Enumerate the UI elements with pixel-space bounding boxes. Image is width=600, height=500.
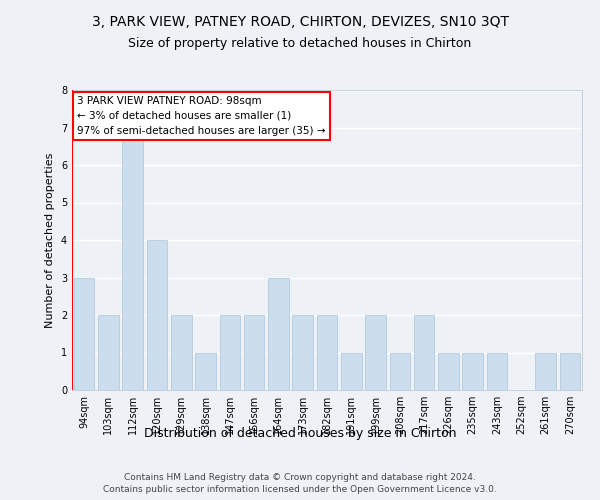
Bar bbox=[365, 315, 386, 390]
Bar bbox=[74, 278, 94, 390]
Bar bbox=[195, 352, 216, 390]
Bar bbox=[268, 278, 289, 390]
Bar bbox=[535, 352, 556, 390]
Bar bbox=[171, 315, 191, 390]
Text: 3 PARK VIEW PATNEY ROAD: 98sqm
← 3% of detached houses are smaller (1)
97% of se: 3 PARK VIEW PATNEY ROAD: 98sqm ← 3% of d… bbox=[77, 96, 326, 136]
Bar bbox=[244, 315, 265, 390]
Y-axis label: Number of detached properties: Number of detached properties bbox=[46, 152, 55, 328]
Bar bbox=[122, 128, 143, 390]
Bar bbox=[414, 315, 434, 390]
Text: Size of property relative to detached houses in Chirton: Size of property relative to detached ho… bbox=[128, 38, 472, 51]
Bar bbox=[560, 352, 580, 390]
Bar bbox=[292, 315, 313, 390]
Bar bbox=[341, 352, 362, 390]
Bar bbox=[438, 352, 459, 390]
Text: Distribution of detached houses by size in Chirton: Distribution of detached houses by size … bbox=[144, 428, 456, 440]
Bar bbox=[487, 352, 508, 390]
Text: 3, PARK VIEW, PATNEY ROAD, CHIRTON, DEVIZES, SN10 3QT: 3, PARK VIEW, PATNEY ROAD, CHIRTON, DEVI… bbox=[91, 15, 509, 29]
Bar bbox=[146, 240, 167, 390]
Bar bbox=[98, 315, 119, 390]
Bar bbox=[389, 352, 410, 390]
Bar bbox=[317, 315, 337, 390]
Bar bbox=[220, 315, 240, 390]
Text: Contains HM Land Registry data © Crown copyright and database right 2024.
Contai: Contains HM Land Registry data © Crown c… bbox=[103, 472, 497, 494]
Bar bbox=[463, 352, 483, 390]
